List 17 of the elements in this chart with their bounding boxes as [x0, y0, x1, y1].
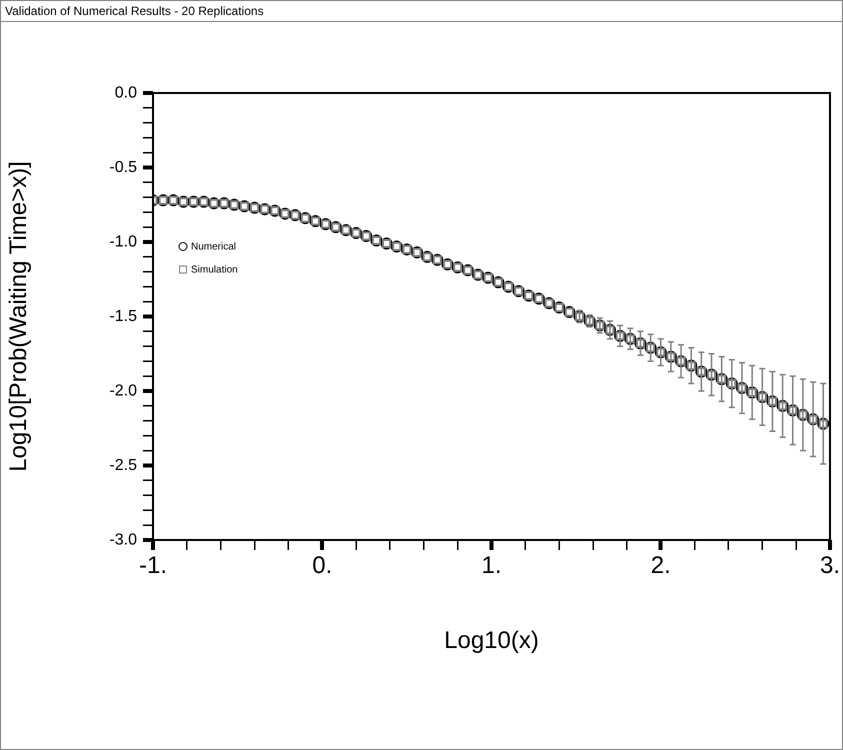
y-tick-label: 0.0 [114, 84, 138, 102]
y-axis-title: Log10[Prob(Waiting Time>x)] [5, 161, 32, 472]
x-tick-label: -1. [138, 552, 168, 580]
y-tick-label: -1.0 [109, 233, 138, 250]
x-tick-label: 2. [650, 552, 671, 580]
x-axis-title: Log10(x) [444, 627, 539, 654]
x-tick-label: 1. [481, 552, 502, 580]
y-tick-label: -2.0 [109, 382, 138, 400]
legend-label: Numerical [191, 241, 236, 252]
y-tick-label: -2.5 [109, 456, 138, 474]
x-tick-label: 3. [820, 552, 840, 580]
chart-title: Validation of Numerical Results - 20 Replications [1, 1, 842, 22]
y-tick-label: -3.0 [109, 531, 138, 548]
y-tick-label: -1.5 [109, 308, 138, 325]
y-tick-label: -0.5 [109, 158, 138, 176]
legend-label: Simulation [191, 264, 238, 276]
x-tick-label: 0. [312, 552, 332, 580]
